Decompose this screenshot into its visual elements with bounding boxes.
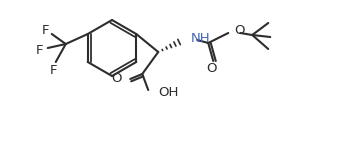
Text: O: O bbox=[206, 62, 216, 76]
Text: O: O bbox=[112, 73, 122, 85]
Text: F: F bbox=[50, 64, 58, 76]
Text: F: F bbox=[42, 24, 49, 36]
Text: OH: OH bbox=[158, 85, 179, 98]
Text: O: O bbox=[234, 24, 245, 38]
Text: F: F bbox=[36, 43, 43, 57]
Text: NH: NH bbox=[191, 33, 211, 45]
